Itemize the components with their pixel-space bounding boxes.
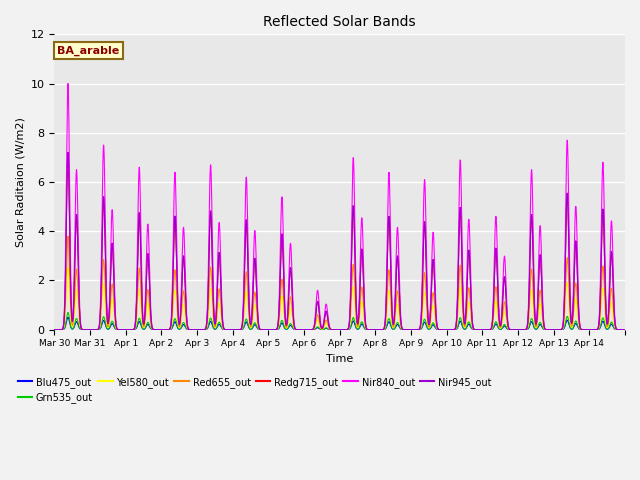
Legend: Blu475_out, Grn535_out, Yel580_out, Red655_out, Redg715_out, Nir840_out, Nir945_: Blu475_out, Grn535_out, Yel580_out, Red6… <box>13 373 495 408</box>
Text: BA_arable: BA_arable <box>57 46 120 56</box>
Title: Reflected Solar Bands: Reflected Solar Bands <box>264 15 416 29</box>
X-axis label: Time: Time <box>326 354 353 364</box>
Y-axis label: Solar Raditaion (W/m2): Solar Raditaion (W/m2) <box>15 117 25 247</box>
